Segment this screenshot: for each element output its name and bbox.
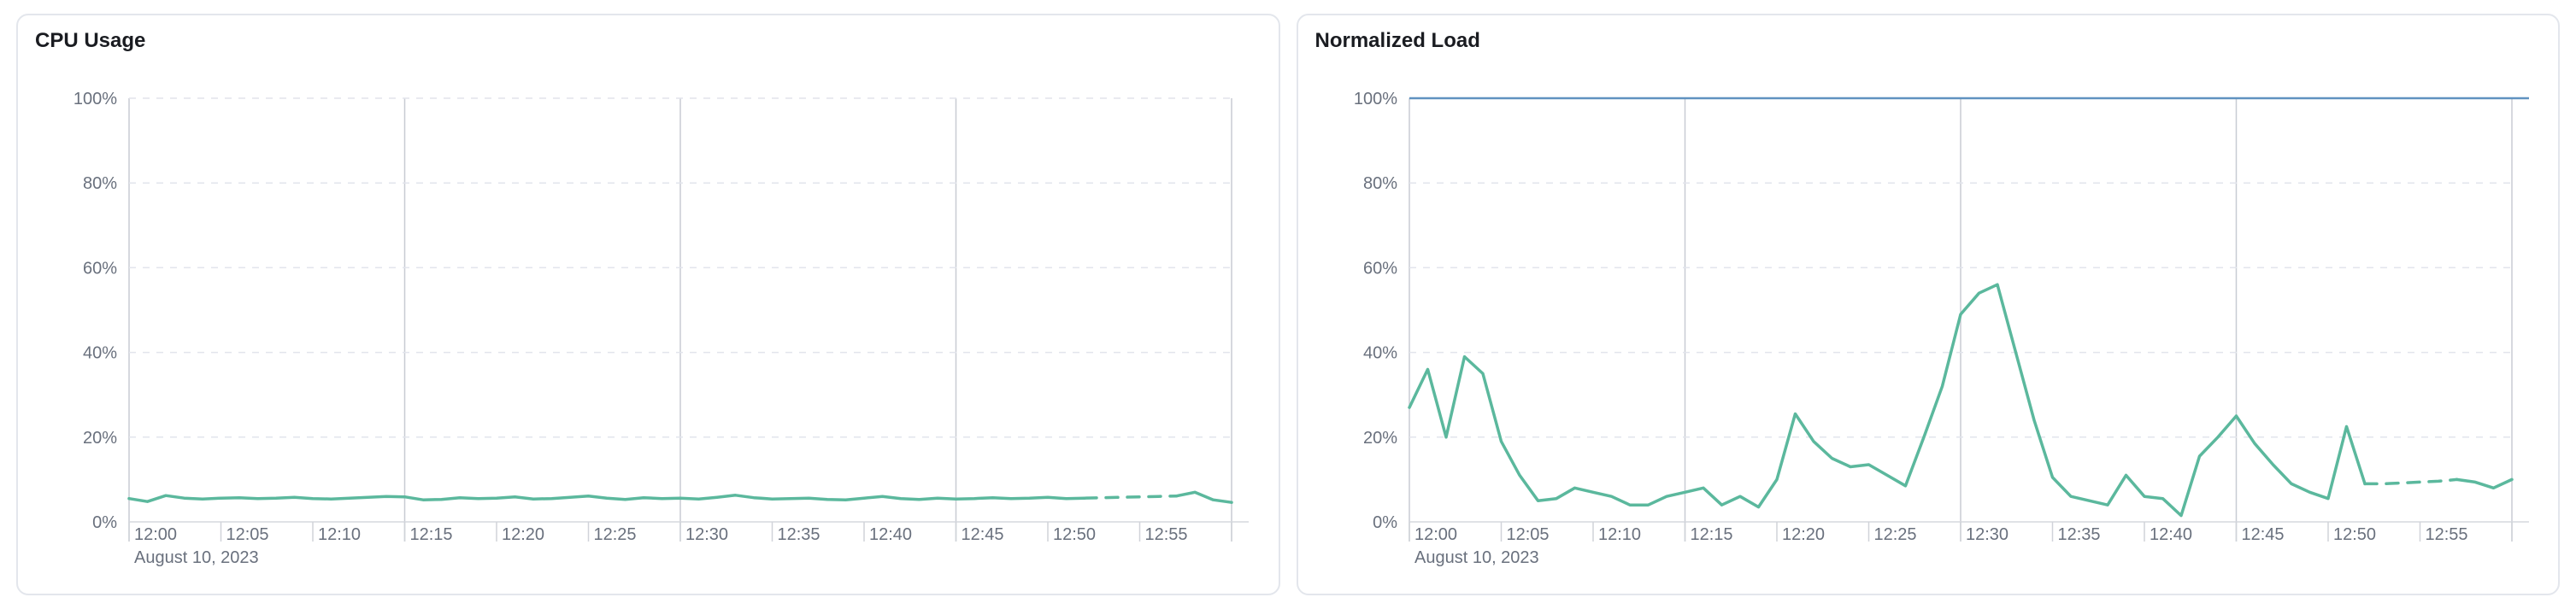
x-axis-tick-label: 12:25 <box>1873 525 1916 544</box>
y-axis-labels: 0% 20% 40% 60% 80% 100% <box>74 90 117 532</box>
horizontal-gridlines <box>129 97 1232 438</box>
x-axis-tick-label: 12:05 <box>1506 525 1549 544</box>
x-axis-tick-label: 12:45 <box>962 525 1004 544</box>
y-axis-tick-label: 0% <box>92 513 117 532</box>
vertical-gridlines <box>128 98 1232 542</box>
y-axis-tick-label: 40% <box>83 344 117 363</box>
x-axis-tick-label: 12:15 <box>410 525 453 544</box>
x-axis-tick-label: 12:20 <box>1782 525 1825 544</box>
y-axis-tick-label: 20% <box>83 429 117 448</box>
y-axis-tick-label: 100% <box>74 90 117 108</box>
x-axis-tick-label: 12:00 <box>134 525 177 544</box>
x-axis-tick-label: 12:45 <box>2241 525 2284 544</box>
date-label: August 10, 2023 <box>134 548 259 567</box>
chart-title-cpu-usage: CPU Usage <box>35 29 146 52</box>
x-axis-ticks <box>128 522 1232 542</box>
normalized-load-chart-canvas[interactable]: 0%20%40%60%80%100%12:00 12:05 12:10 12:15 12… <box>1298 15 2562 597</box>
chart-panel-normalized-load: Normalized Load 0% 20% 40% 60% 80% 100% 12:00 1… <box>1296 14 2562 597</box>
y-axis-tick-label: 40% <box>1362 344 1397 363</box>
y-axis-tick-label: 0% <box>1373 513 1397 532</box>
x-axis-tick-label: 12:35 <box>2057 525 2100 544</box>
x-axis-tick-label: 12:05 <box>226 525 269 544</box>
x-axis-tick-label: 12:10 <box>318 525 361 544</box>
y-axis-tick-label: 20% <box>1362 429 1397 448</box>
x-axis-tick-label: 12:40 <box>869 525 912 544</box>
series-line-solid <box>1407 283 2514 518</box>
x-axis-tick-label: 12:35 <box>778 525 820 544</box>
series-line-solid <box>127 490 1233 504</box>
cpu-usage-chart-canvas[interactable]: 0%20%40%60%80%100%12:00 12:05 12:10 12:15 12… <box>18 15 1282 597</box>
x-axis-tick-label: 12:00 <box>1414 525 1457 544</box>
x-axis-ticks <box>1408 522 2513 542</box>
x-axis-tick-label: 12:25 <box>594 525 637 544</box>
x-axis-tick-label: 12:30 <box>1966 525 2008 544</box>
y-axis-labels: 0% 20% 40% 60% 80% 100% <box>1353 90 1397 532</box>
x-axis-tick-label: 12:15 <box>1690 525 1732 544</box>
y-axis-tick-label: 60% <box>1362 259 1397 278</box>
x-axis-tick-label: 12:20 <box>502 525 544 544</box>
x-axis-tick-label: 12:55 <box>1145 525 1188 544</box>
x-axis-tick-label: 12:10 <box>1598 525 1641 544</box>
x-axis-tick-label: 12:30 <box>685 525 728 544</box>
x-axis-tick-label: 12:55 <box>2425 525 2467 544</box>
series-line-dashed <box>1083 494 1179 500</box>
y-axis-tick-label: 60% <box>83 259 117 278</box>
x-axis-tick-label: 12:40 <box>2150 525 2192 544</box>
x-axis-tick-label: 12:50 <box>2333 525 2376 544</box>
series-line-dashed <box>2362 477 2458 486</box>
x-axis-labels: 12:00 12:05 12:10 12:15 12:20 12:25 12:30 12:35… <box>134 525 1188 544</box>
x-axis-tick-label: 12:50 <box>1053 525 1096 544</box>
y-axis-tick-label: 80% <box>1362 174 1397 193</box>
chart-panel-cpu-usage: CPU Usage 0% 20% 40% 60% 80% 100% 12:00 12:05 12… <box>16 14 1280 595</box>
y-axis-tick-label: 80% <box>83 174 117 193</box>
chart-title-normalized-load: Normalized Load <box>1314 29 1480 52</box>
x-axis-labels: 12:00 12:05 12:10 12:15 12:20 12:25 12:30 12:35… <box>1414 525 2468 544</box>
y-axis-tick-label: 100% <box>1353 90 1397 108</box>
date-label: August 10, 2023 <box>1414 548 1539 567</box>
